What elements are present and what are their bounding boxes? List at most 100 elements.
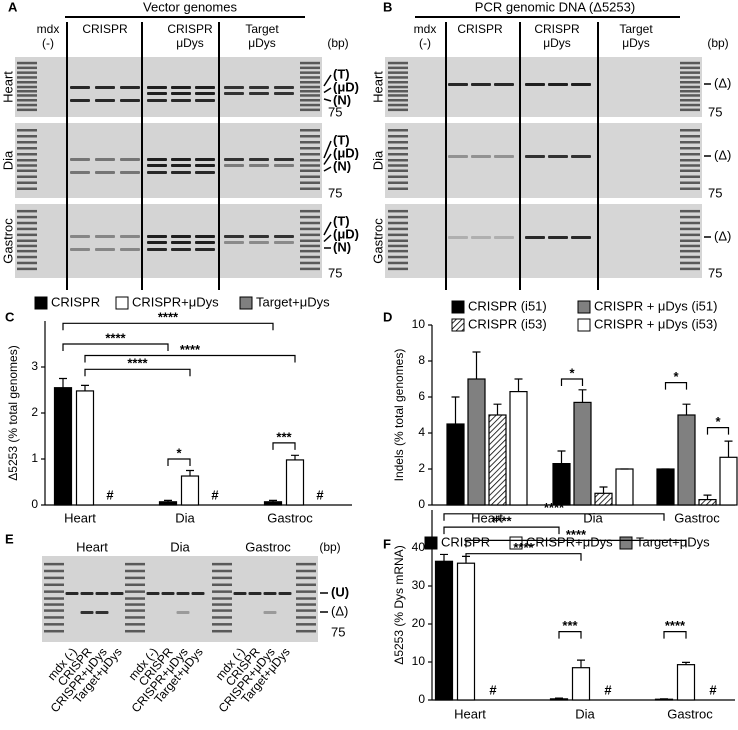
ladder-band (680, 175, 700, 178)
legend-label: CRISPR+μDys (132, 294, 219, 309)
bar (158, 501, 178, 506)
ladder-band (44, 623, 64, 626)
ladder-band (388, 61, 408, 65)
ladder-band (125, 576, 145, 580)
bar (53, 387, 73, 506)
ladder-band (17, 233, 37, 237)
bar (456, 562, 476, 701)
gel-band (571, 236, 591, 239)
ladder-band (17, 135, 37, 138)
bar (573, 401, 592, 506)
ladder-band (680, 239, 700, 243)
legend-label: Target+μDys (636, 534, 710, 549)
gel-band (195, 171, 215, 174)
panel-letter: D (383, 309, 392, 324)
ladder-band (388, 249, 408, 253)
ladder-band (680, 187, 700, 190)
ladder-band (388, 66, 408, 70)
lane-header: μDys (543, 36, 571, 50)
gel-band (263, 592, 277, 595)
ladder-band (17, 71, 37, 74)
bar (677, 414, 696, 506)
ladder-band (680, 227, 700, 231)
y-tick-label: 30 (412, 578, 426, 592)
gel-band (571, 83, 591, 86)
gel-band (548, 155, 568, 158)
ladder-band (680, 169, 700, 172)
x-tick-label: Heart (64, 510, 96, 525)
ladder-band (300, 267, 320, 271)
ladder-band (388, 103, 408, 107)
ladder-band (300, 141, 320, 144)
ladder-band (17, 255, 37, 259)
legend-label: CRISPR + μDys (i51) (594, 298, 717, 313)
gel-band (195, 164, 215, 167)
gel-band (65, 592, 79, 595)
ladder-band (17, 175, 37, 178)
significance-bracket (560, 378, 584, 386)
gel-band (548, 236, 568, 239)
gel-band (195, 241, 215, 244)
ladder-band (44, 597, 64, 600)
band-pointer (323, 234, 332, 243)
ladder-band (388, 261, 408, 265)
error-bar (472, 351, 481, 379)
ladder-band (388, 175, 408, 178)
significance-bracket (272, 442, 296, 450)
ladder-band (388, 135, 408, 138)
significance-label: **** (665, 618, 686, 633)
band-pointer (323, 74, 332, 87)
bar (698, 499, 717, 506)
gel-band (147, 164, 167, 167)
ladder-band (17, 164, 37, 167)
gel-band (120, 171, 140, 174)
gel-band (224, 92, 244, 95)
lane-header: μDys (248, 36, 276, 50)
lane-header: mdx (37, 22, 60, 36)
group-label: Dia (170, 539, 190, 554)
error-bar (703, 494, 712, 500)
significance-label: **** (491, 514, 512, 529)
size-label: 75 (331, 624, 345, 639)
ladder-band (296, 583, 316, 587)
size-label: 75 (328, 185, 342, 200)
ladder-band (44, 603, 64, 606)
legend-label: CRISPR (i51) (468, 298, 547, 313)
legend-swatch (577, 300, 591, 314)
bar (676, 664, 696, 701)
gel-band (70, 235, 90, 238)
y-tick-label: 0 (418, 497, 425, 511)
ladder-band (296, 562, 316, 566)
ladder-band (388, 244, 408, 248)
gel-band (525, 83, 545, 86)
error-bar (724, 440, 733, 458)
error-bar (555, 697, 563, 699)
significance-label: *** (562, 618, 578, 633)
ladder-band (125, 590, 145, 593)
ladder-band (17, 81, 37, 84)
gel-band (278, 592, 292, 595)
gel-band (95, 592, 109, 595)
x-tick-label: Gastroc (674, 510, 720, 525)
panel-title: PCR genomic DNA (Δ5253) (475, 0, 635, 14)
ladder-band (300, 99, 320, 102)
legend-swatch (577, 318, 591, 332)
y-tick-label: 0 (31, 497, 38, 511)
band-label: (N) (333, 158, 351, 173)
ladder-band (17, 227, 37, 231)
ladder-band (680, 215, 700, 219)
ladder-band (680, 141, 700, 144)
ladder-band (388, 147, 408, 150)
gel-band (95, 86, 115, 89)
lane-header: Target (245, 22, 279, 36)
ladder-band (300, 81, 320, 84)
gel-band (70, 248, 90, 251)
ladder-band (17, 147, 37, 150)
ladder-band (680, 90, 700, 93)
panel-title: Vector genomes (143, 0, 237, 14)
panel-letter: B (383, 0, 392, 14)
ladder-band (44, 609, 64, 612)
gel-band (274, 235, 294, 238)
ladder-band (388, 181, 408, 184)
gel-band (95, 171, 115, 174)
